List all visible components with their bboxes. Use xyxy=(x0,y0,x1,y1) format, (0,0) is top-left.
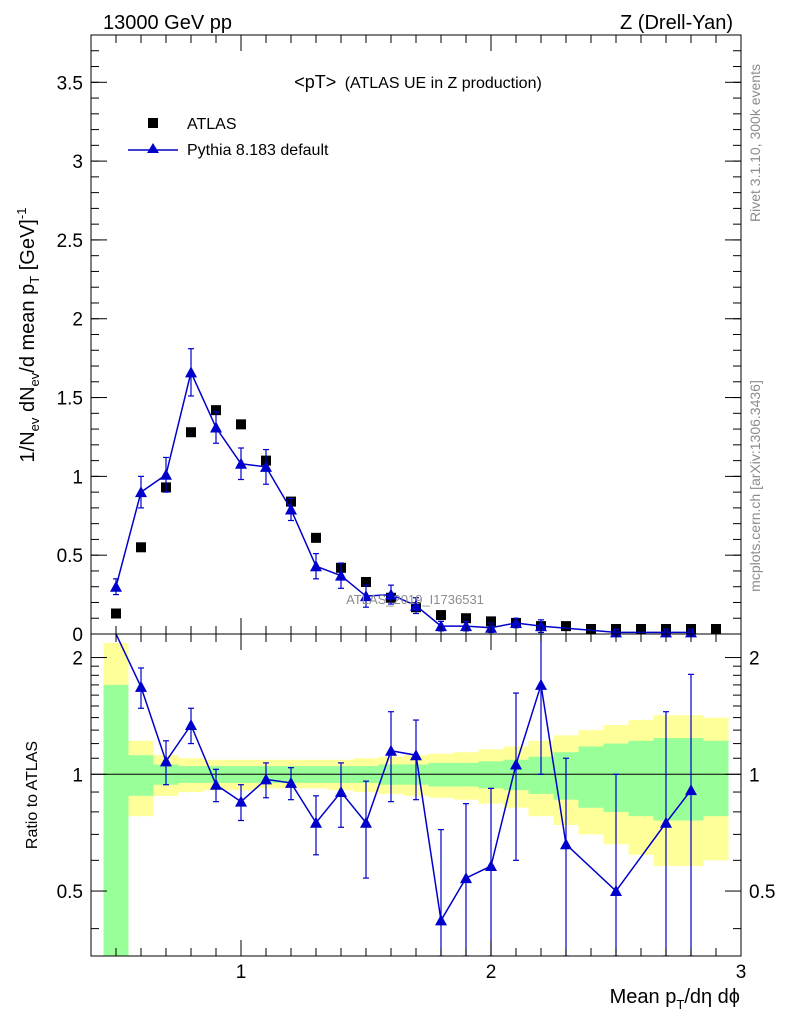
legend-atlas-marker xyxy=(148,118,158,128)
atlas-data-point xyxy=(361,576,371,587)
pythia-data-point xyxy=(235,457,247,469)
header-left: 13000 GeV pp xyxy=(103,12,232,34)
ratio-band-inner xyxy=(103,684,129,956)
xlabel: Mean pT/dη dϕ xyxy=(610,986,740,1012)
atlas-data-point xyxy=(136,542,146,553)
pythia-data-point xyxy=(210,421,222,433)
watermark: ATLAS_2019_I1736531 xyxy=(346,592,484,607)
ratio-y-tick-label-right: 0.5 xyxy=(749,882,775,903)
header-right: Z (Drell-Yan) xyxy=(620,12,733,34)
ratio-band-inner xyxy=(703,740,729,817)
main-title-sub: (ATLAS UE in Z production) xyxy=(345,75,542,92)
pythia-data-point xyxy=(160,468,172,480)
main-y-tick-label: 2 xyxy=(72,310,83,331)
legend-atlas-label: ATLAS xyxy=(187,116,237,133)
main-y-tick-label: 2.5 xyxy=(57,231,83,252)
main-y-tick-label: 3 xyxy=(72,152,83,173)
ratio-data-point xyxy=(610,885,622,897)
ratio-data-point xyxy=(410,749,422,761)
ratio-data-point xyxy=(435,914,447,926)
atlas-data-point xyxy=(311,532,321,543)
ratio-data-point xyxy=(535,678,547,690)
ratio-data-point xyxy=(160,755,172,767)
pythia-data-point xyxy=(285,503,297,515)
main-y-tick-label: 1 xyxy=(72,467,83,488)
ratio-y-tick-label: 2 xyxy=(72,649,83,670)
main-y-tick-label: 0 xyxy=(72,625,83,646)
ratio-series-group xyxy=(115,634,697,956)
x-tick-label: 3 xyxy=(736,962,747,983)
pythia-data-point xyxy=(135,486,147,498)
ratio-data-point xyxy=(285,776,297,788)
ratio-data-point xyxy=(460,872,472,884)
atlas-data-point xyxy=(211,405,221,416)
x-tick-label: 1 xyxy=(236,962,247,983)
atlas-data-point xyxy=(111,608,121,619)
ratio-data-point xyxy=(510,758,522,770)
main-y-tick-label: 1.5 xyxy=(57,389,83,410)
mcplots-label: mcplots.cern.ch [arXiv:1306.3436] xyxy=(747,380,763,592)
ratio-axis-ticks: 0.5 0.5 1 1 2 2 1 2 3 xyxy=(57,634,775,983)
atlas-data-point xyxy=(461,613,471,624)
ratio-band-inner xyxy=(128,755,154,796)
pythia-data-point xyxy=(385,588,397,600)
main-title: <pT> (ATLAS UE in Z production) xyxy=(294,72,542,92)
ratio-data-point xyxy=(360,816,372,828)
ratio-band-inner xyxy=(628,740,654,817)
pythia-data-point xyxy=(535,620,547,632)
ratio-data-point xyxy=(385,744,397,756)
atlas-data-point xyxy=(436,610,446,621)
legend: ATLAS Pythia 8.183 default xyxy=(128,116,329,159)
ratio-data-point xyxy=(260,773,272,785)
x-tick-label: 2 xyxy=(486,962,497,983)
ratio-data-point xyxy=(560,838,572,850)
pythia-data-point xyxy=(410,599,422,611)
pythia-data-point xyxy=(185,366,197,378)
atlas-data-point xyxy=(186,427,196,438)
ratio-data-point xyxy=(185,718,197,730)
pythia-data-point xyxy=(310,560,322,572)
ratio-data-point xyxy=(485,860,497,872)
rivet-label: Rivet 3.1.10, 300k events xyxy=(747,64,763,222)
atlas-data-point xyxy=(236,419,246,430)
ratio-panel-content xyxy=(91,634,741,956)
pythia-data-point xyxy=(510,616,522,628)
pythia-data-point xyxy=(260,460,272,472)
pythia-data-point xyxy=(360,590,372,602)
ratio-ylabel: Ratio to ATLAS xyxy=(24,741,41,849)
ratio-data-point xyxy=(210,778,222,790)
ratio-data-point xyxy=(310,816,322,828)
main-y-tick-label: 0.5 xyxy=(57,546,83,567)
ratio-y-tick-label-right: 1 xyxy=(749,765,760,786)
ratio-data-point xyxy=(660,816,672,828)
pythia-data-point xyxy=(460,620,472,632)
ratio-y-tick-label-right: 2 xyxy=(749,649,760,670)
main-title-name: <pT> xyxy=(294,72,336,92)
ratio-y-tick-label: 0.5 xyxy=(57,882,83,903)
legend-pythia-label: Pythia 8.183 default xyxy=(187,142,329,159)
ratio-data-point xyxy=(135,680,147,692)
pythia-data-point xyxy=(335,569,347,581)
pythia-data-point xyxy=(110,580,122,592)
main-axis-ticks: 0 0.5 1 1.5 2 2.5 3 3.5 xyxy=(57,34,742,646)
ratio-data-point xyxy=(335,786,347,798)
ratio-band-inner xyxy=(578,746,604,808)
ratio-band-inner xyxy=(478,761,504,789)
legend-pythia-marker xyxy=(147,143,159,153)
ratio-line xyxy=(115,634,692,923)
ratio-y-tick-label: 1 xyxy=(72,765,83,786)
pythia-data-point xyxy=(435,620,447,632)
ratio-data-point xyxy=(235,795,247,807)
main-ylabel: 1/Nev dNev/d mean pT [GeV]-1 xyxy=(14,208,42,463)
main-y-tick-label: 3.5 xyxy=(57,73,83,94)
ratio-data-point xyxy=(685,784,697,796)
